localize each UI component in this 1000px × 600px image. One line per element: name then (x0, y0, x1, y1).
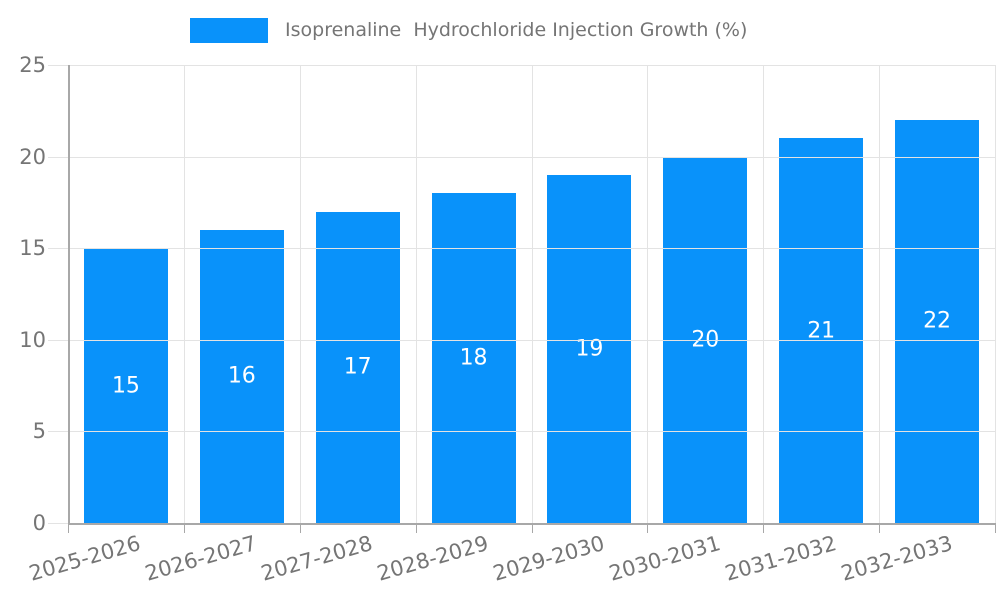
x-axis-tick (647, 523, 649, 533)
gridline-vertical (415, 65, 417, 523)
y-axis-line (68, 65, 70, 523)
legend[interactable]: Isoprenaline Hydrochloride Injection Gro… (190, 17, 747, 44)
x-tick-label: 2032-2033 (838, 531, 955, 586)
y-tick-label: 20 (19, 144, 46, 169)
x-tick-label: 2031-2032 (722, 531, 839, 586)
y-tick-label: 25 (19, 53, 46, 77)
x-axis-tick (68, 523, 69, 533)
y-axis-tick (48, 248, 68, 250)
x-tick-label: 2026-2027 (142, 531, 260, 586)
x-tick-label: 2029-2030 (490, 531, 608, 586)
gridline-vertical (299, 65, 301, 523)
bar-value-label: 17 (343, 354, 372, 380)
x-tick-label: 2025-2026 (26, 531, 144, 586)
legend-label: Isoprenaline Hydrochloride Injection Gro… (285, 19, 748, 41)
gridline-vertical (647, 65, 649, 523)
x-tick-label: 2027-2028 (258, 531, 376, 586)
y-axis-tick (48, 339, 68, 341)
bar: 18 (431, 193, 516, 523)
x-axis-tick (415, 523, 417, 533)
x-axis-tick (995, 523, 996, 533)
gridline-vertical (763, 65, 765, 523)
x-axis-tick (879, 523, 881, 533)
gridline-vertical (879, 65, 881, 523)
bar-value-label: 15 (111, 373, 140, 399)
y-axis-tick (48, 65, 68, 66)
y-tick-label: 15 (19, 236, 46, 261)
bar-value-label: 21 (807, 318, 836, 344)
bar-value-label: 22 (923, 308, 952, 334)
bar: 19 (547, 174, 632, 523)
x-axis-tick (531, 523, 533, 533)
y-axis-tick (48, 431, 68, 433)
y-tick-label: 5 (32, 419, 46, 444)
bar: 21 (779, 138, 864, 523)
bar: 17 (315, 211, 400, 523)
y-axis-tick (48, 156, 68, 158)
x-axis-tick (763, 523, 765, 533)
bar: 16 (199, 229, 284, 523)
x-axis-line (68, 523, 995, 525)
x-tick-label: 2028-2029 (374, 531, 492, 586)
y-tick-label: 10 (19, 327, 46, 352)
legend-swatch (190, 18, 268, 43)
y-axis-tick (48, 523, 68, 524)
gridline-vertical (531, 65, 533, 523)
y-tick-label: 0 (32, 511, 46, 535)
gridline-vertical (995, 65, 996, 523)
bar-value-label: 18 (459, 345, 488, 371)
x-axis-tick (299, 523, 301, 533)
gridline-vertical (183, 65, 185, 523)
bar-value-label: 16 (227, 363, 256, 389)
x-axis-tick (183, 523, 185, 533)
x-tick-label: 2030-2031 (606, 531, 723, 586)
bar: 22 (895, 119, 980, 523)
bar: 15 (83, 248, 168, 523)
